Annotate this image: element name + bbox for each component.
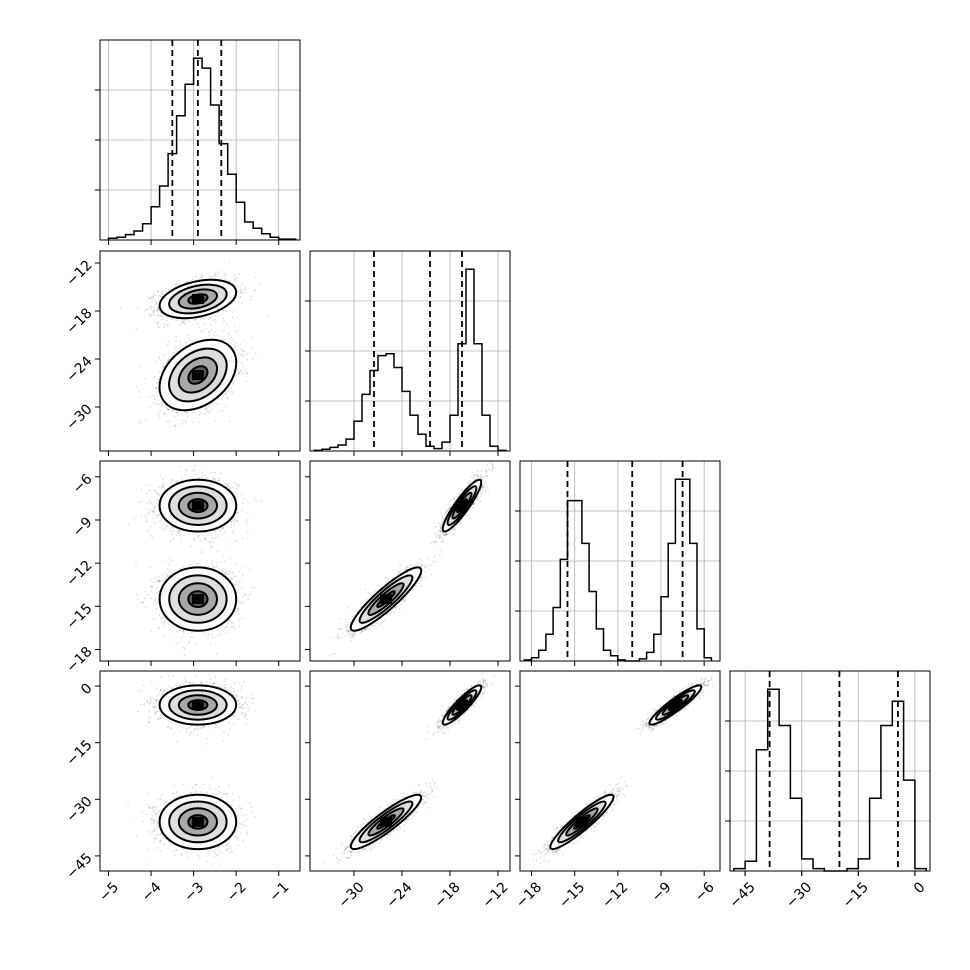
y-tick-label: −18: [63, 644, 95, 676]
x-tick-label: −3: [181, 879, 207, 905]
scatter-panel-4-2: [309, 670, 511, 872]
axes-frame: [99, 460, 301, 662]
density-peak: [191, 594, 204, 605]
axes-frame: [309, 460, 511, 662]
histogram-panel-1: [95, 39, 301, 245]
density-contours-mode-1: [648, 684, 703, 726]
x-tick-label: −18: [513, 879, 545, 911]
x-tick-label: −30: [335, 879, 367, 911]
axes-frame: [519, 670, 721, 872]
grid: [730, 671, 930, 871]
y-tick-label: −45: [63, 850, 95, 882]
grid: [310, 251, 510, 451]
density-peak: [191, 294, 204, 304]
y-tick-label: −6: [70, 471, 96, 497]
density-peak: [575, 816, 588, 827]
axes-frame: [309, 670, 511, 872]
density-contours-mode-2: [549, 793, 615, 851]
density-peak: [191, 700, 204, 710]
y-tick-label: −12: [63, 558, 95, 590]
y-tick-label: 0: [78, 680, 96, 698]
density-contours-mode-1: [441, 478, 483, 533]
x-tick-label: −12: [599, 879, 631, 911]
y-tick-label: −30: [63, 401, 95, 433]
x-tick-label: −5: [96, 879, 122, 905]
grid: [100, 40, 300, 240]
x-tick-label: −12: [479, 879, 511, 911]
scatter-panel-2-1: [99, 250, 301, 452]
density-contours-mode-1: [158, 278, 238, 320]
x-tick-label: −45: [727, 879, 759, 911]
histogram-step-line: [523, 478, 713, 662]
histogram-step-line: [107, 57, 297, 240]
scatter-panel-3-1: [99, 460, 301, 662]
x-tick-label: −2: [224, 879, 250, 905]
histogram-panel-2: [305, 250, 511, 456]
x-tick-label: −1: [266, 879, 292, 905]
x-tick-label: −15: [840, 879, 872, 911]
x-tick-label: 0: [911, 879, 929, 897]
density-contours-mode-1: [441, 684, 483, 726]
density-peak: [669, 700, 682, 710]
density-peak: [191, 370, 204, 380]
histogram-panel-3: [515, 460, 721, 666]
density-peak: [191, 500, 204, 511]
y-tick-label: −9: [70, 514, 96, 540]
density-contours-mode-1: [158, 478, 238, 533]
density-contours-mode-2: [158, 566, 238, 632]
x-tick-label: −4: [139, 879, 165, 905]
y-tick-label: −15: [63, 601, 95, 633]
grid: [520, 461, 720, 661]
density-contours-mode-2: [349, 793, 423, 851]
histogram-panel-4: [725, 670, 931, 876]
x-tick-label: −30: [783, 879, 815, 911]
y-tick-label: −18: [63, 305, 95, 337]
y-tick-label: −12: [63, 257, 95, 289]
x-tick-label: −9: [649, 879, 675, 905]
x-tick-label: −15: [556, 879, 588, 911]
density-peak: [456, 700, 468, 710]
histogram-step-line: [313, 268, 507, 452]
density-peak: [191, 816, 204, 827]
x-tick-label: −18: [431, 879, 463, 911]
x-tick-label: −24: [383, 879, 415, 911]
density-contours-mode-2: [158, 793, 238, 851]
scatter-panel-4-1: [99, 670, 301, 872]
axes-frame: [99, 670, 301, 872]
x-tick-label: −6: [692, 879, 718, 905]
density-peak: [380, 594, 392, 605]
density-peak: [380, 816, 392, 827]
y-tick-label: −24: [63, 353, 95, 385]
density-contours-mode-2: [349, 566, 423, 632]
density-contours-mode-1: [158, 684, 238, 726]
scatter-panel-3-2: [309, 460, 511, 662]
density-contours-mode-2: [158, 338, 238, 412]
scatter-panel-4-3: [519, 670, 721, 872]
axes-frame: [99, 250, 301, 452]
density-peak: [456, 500, 468, 511]
y-tick-label: −15: [63, 737, 95, 769]
y-tick-label: −30: [63, 794, 95, 826]
